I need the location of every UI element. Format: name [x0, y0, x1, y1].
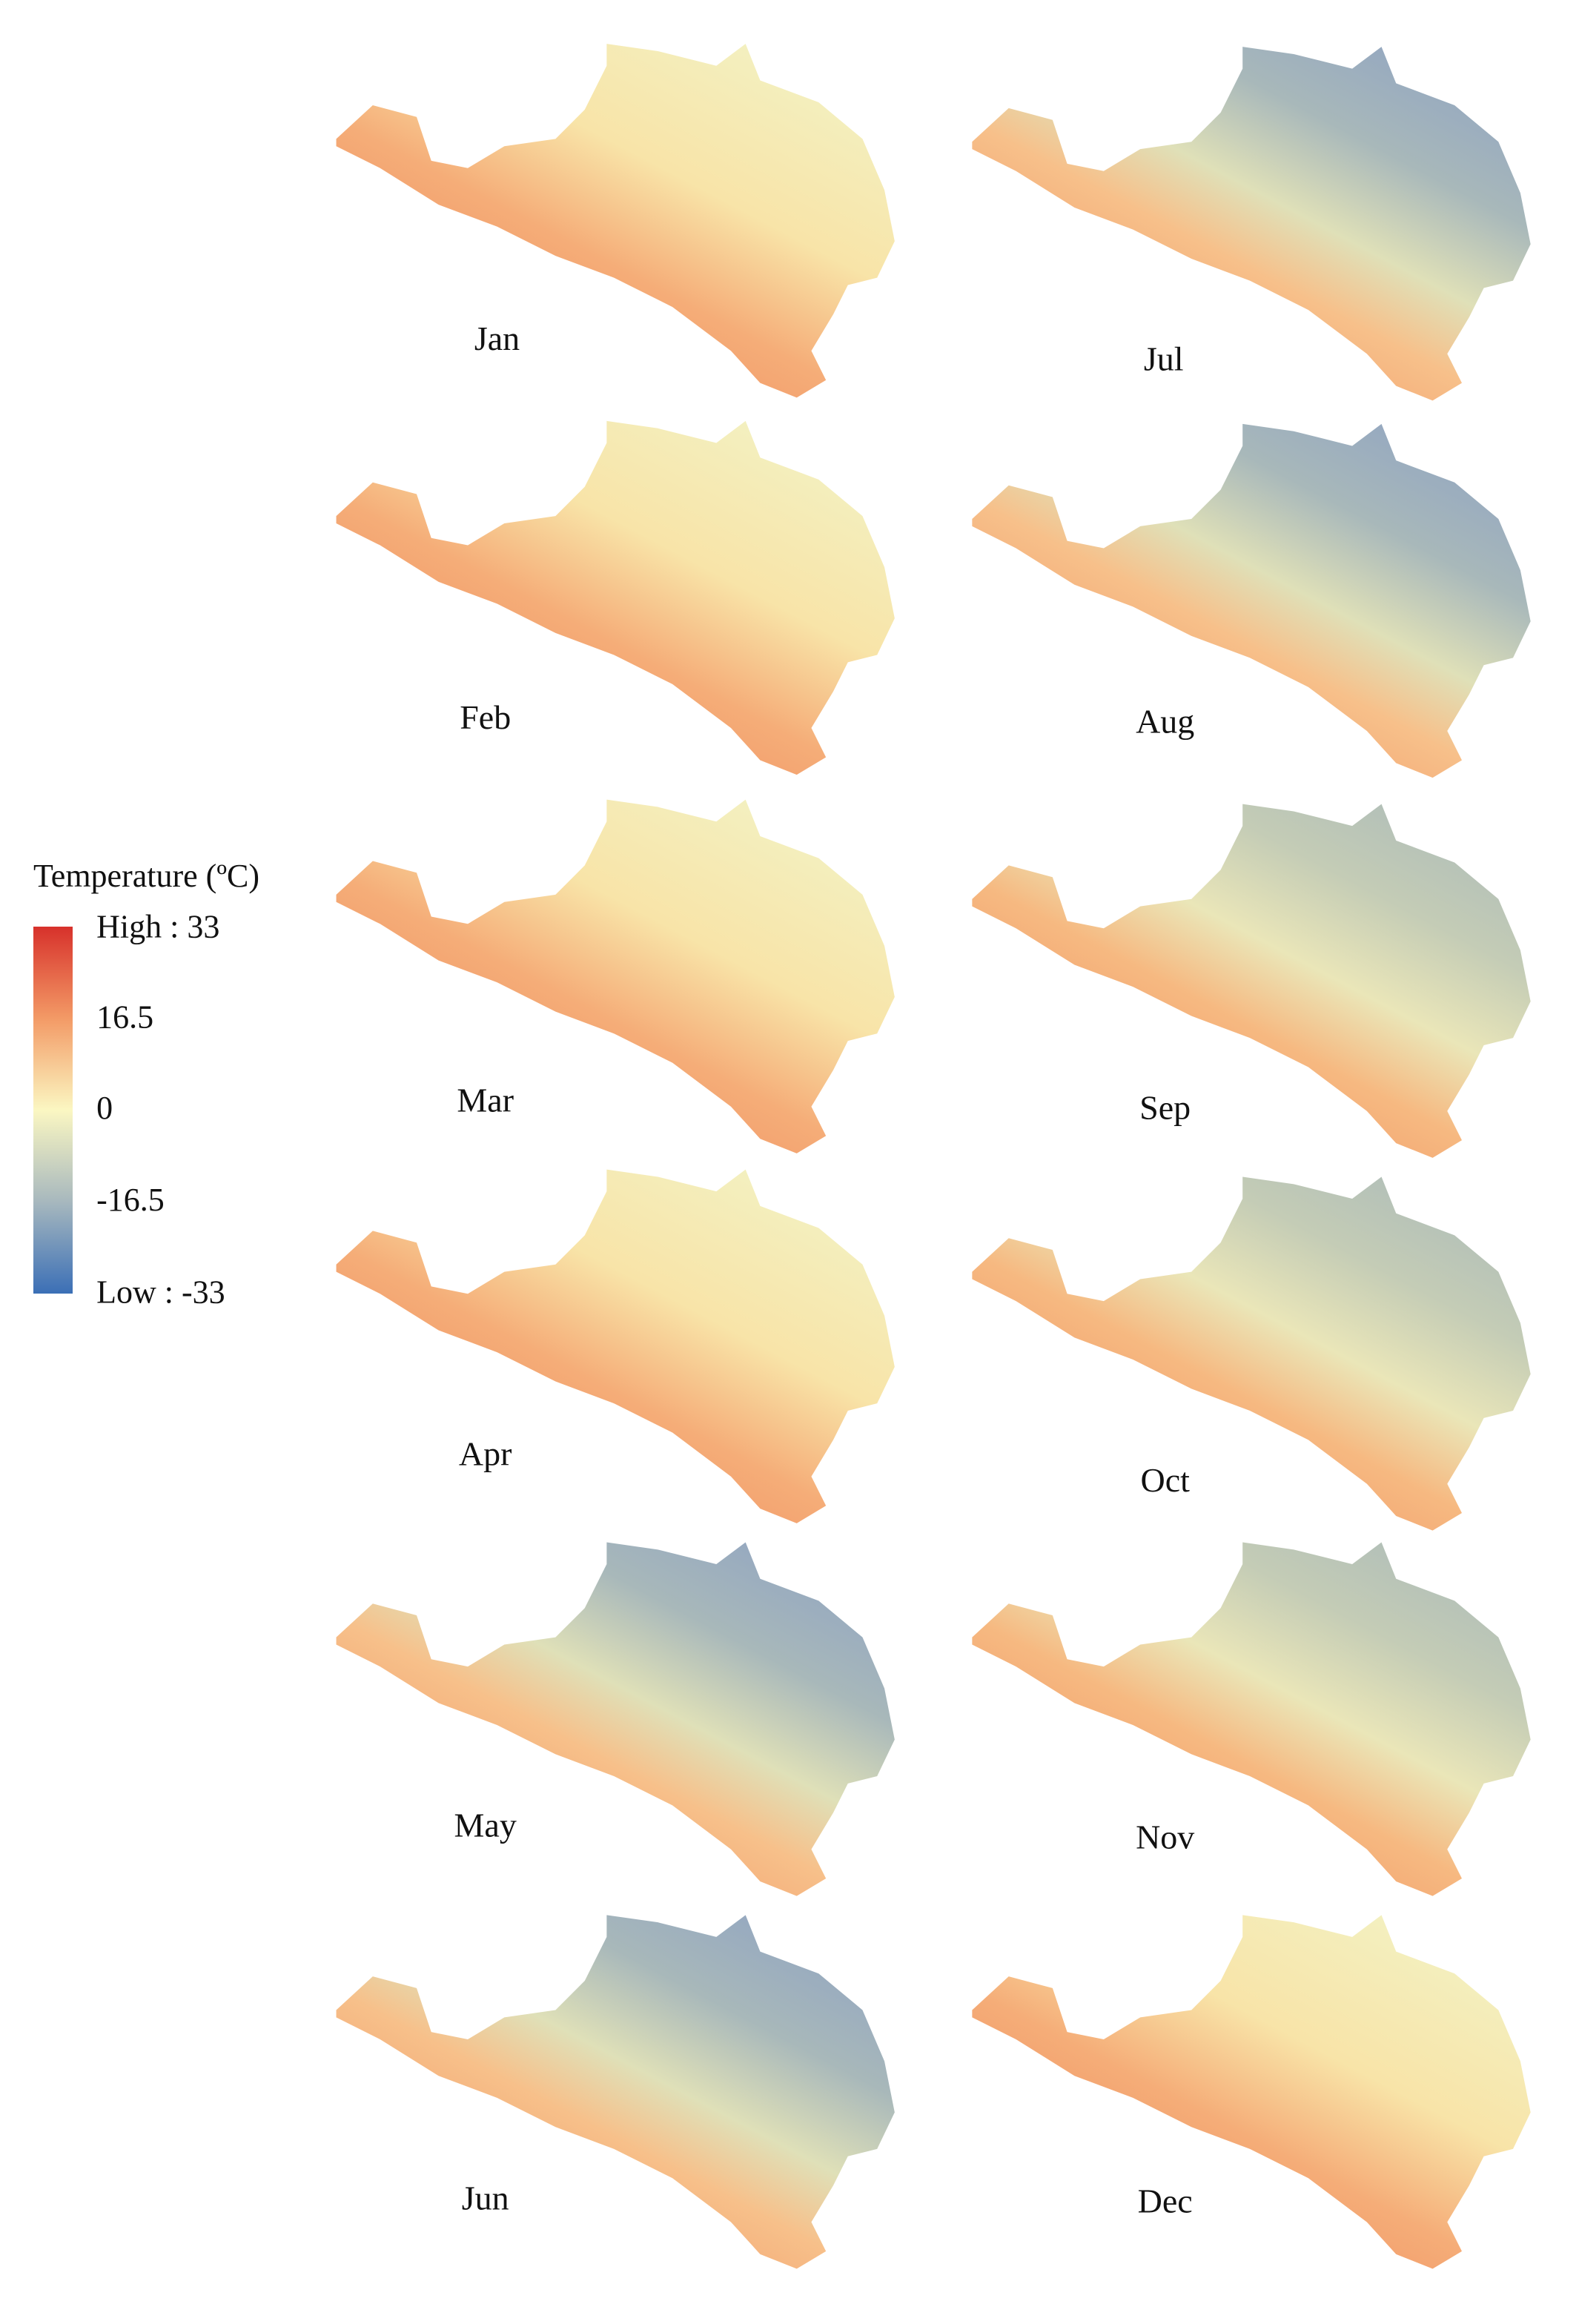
color-bar [33, 927, 73, 1294]
month-label: Sep [1139, 1088, 1191, 1126]
month-map: Nov [972, 1542, 1531, 1896]
legend-label: 0 [96, 1090, 113, 1126]
region-shape [972, 1542, 1531, 1896]
region-shape [972, 804, 1531, 1158]
region-shape [972, 1915, 1531, 2269]
month-map: Feb [336, 420, 895, 775]
month-label: Nov [1136, 1818, 1194, 1855]
month-label: Jun [462, 2179, 509, 2217]
legend: Temperature (ºC) High : 33 16.5 0 -16.5 Low … [33, 858, 259, 1310]
month-label: Jan [474, 320, 520, 357]
region-shape [972, 47, 1531, 401]
region-shape [972, 1176, 1531, 1531]
month-map: Jan [336, 44, 895, 398]
month-label: Mar [457, 1081, 514, 1119]
month-map: Jul [972, 47, 1531, 401]
legend-title: Temperature (ºC) [33, 858, 259, 894]
month-map: Jun [336, 1915, 895, 2269]
month-label: Apr [459, 1435, 512, 1473]
legend-label: Low : -33 [96, 1274, 225, 1310]
month-map: Sep [972, 804, 1531, 1158]
maps: Jan Feb Mar Apr May Jun Jul Aug Sep Oct Nov Dec [336, 44, 1531, 2269]
month-map: Aug [972, 423, 1531, 778]
month-label: Aug [1136, 703, 1194, 741]
month-map: May [336, 1542, 895, 1896]
month-label: Oct [1140, 1461, 1190, 1499]
legend-label: -16.5 [96, 1182, 165, 1218]
month-label: Dec [1138, 2182, 1193, 2219]
month-label: Jul [1144, 340, 1184, 378]
legend-label: High : 33 [96, 908, 219, 944]
month-map: Mar [336, 799, 895, 1153]
legend-label: 16.5 [96, 999, 153, 1036]
region-shape [336, 44, 895, 398]
region-shape [336, 1542, 895, 1896]
region-shape [972, 423, 1531, 778]
region-shape [336, 420, 895, 775]
month-label: Feb [460, 698, 511, 736]
month-map: Dec [972, 1915, 1531, 2269]
region-shape [336, 799, 895, 1153]
month-label: May [454, 1807, 517, 1844]
month-map: Oct [972, 1176, 1531, 1531]
region-shape [336, 1169, 895, 1523]
month-map: Apr [336, 1169, 895, 1523]
region-shape [336, 1915, 895, 2269]
